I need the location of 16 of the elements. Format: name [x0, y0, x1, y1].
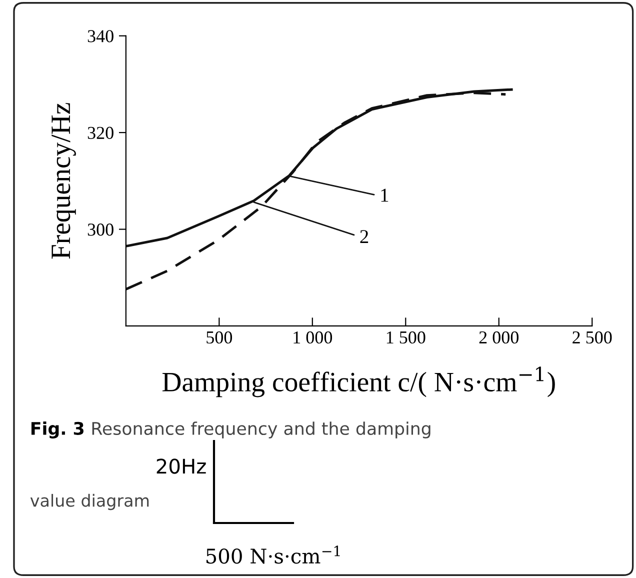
x-tick-label: 2 500 — [572, 331, 612, 344]
x-tick-label: 2 000 — [479, 331, 519, 344]
x-tick-label: 1 500 — [386, 331, 426, 344]
y-axis-title: Frequency/Hz — [52, 103, 76, 259]
y-tick-label: 300 — [88, 224, 114, 236]
x-tick-label: 500 — [206, 331, 232, 344]
text: 500 N·s·cm$^{−1}$ — [206, 546, 340, 564]
text: value diagram — [30, 494, 149, 510]
x-tick-label: 1 000 — [294, 331, 332, 344]
y-tick-label: 340 — [88, 30, 114, 42]
caption: Fig. 3 Resonance frequency and the damping — [31, 422, 430, 438]
x-axis-title: Damping coefficient c/( N·s·cm$^{−1}$) — [162, 366, 555, 398]
annotation: 1 — [381, 188, 388, 202]
annotation: 2 — [360, 230, 368, 243]
y-tick-label: 320 — [88, 126, 114, 139]
text: 20Hz — [156, 458, 206, 474]
